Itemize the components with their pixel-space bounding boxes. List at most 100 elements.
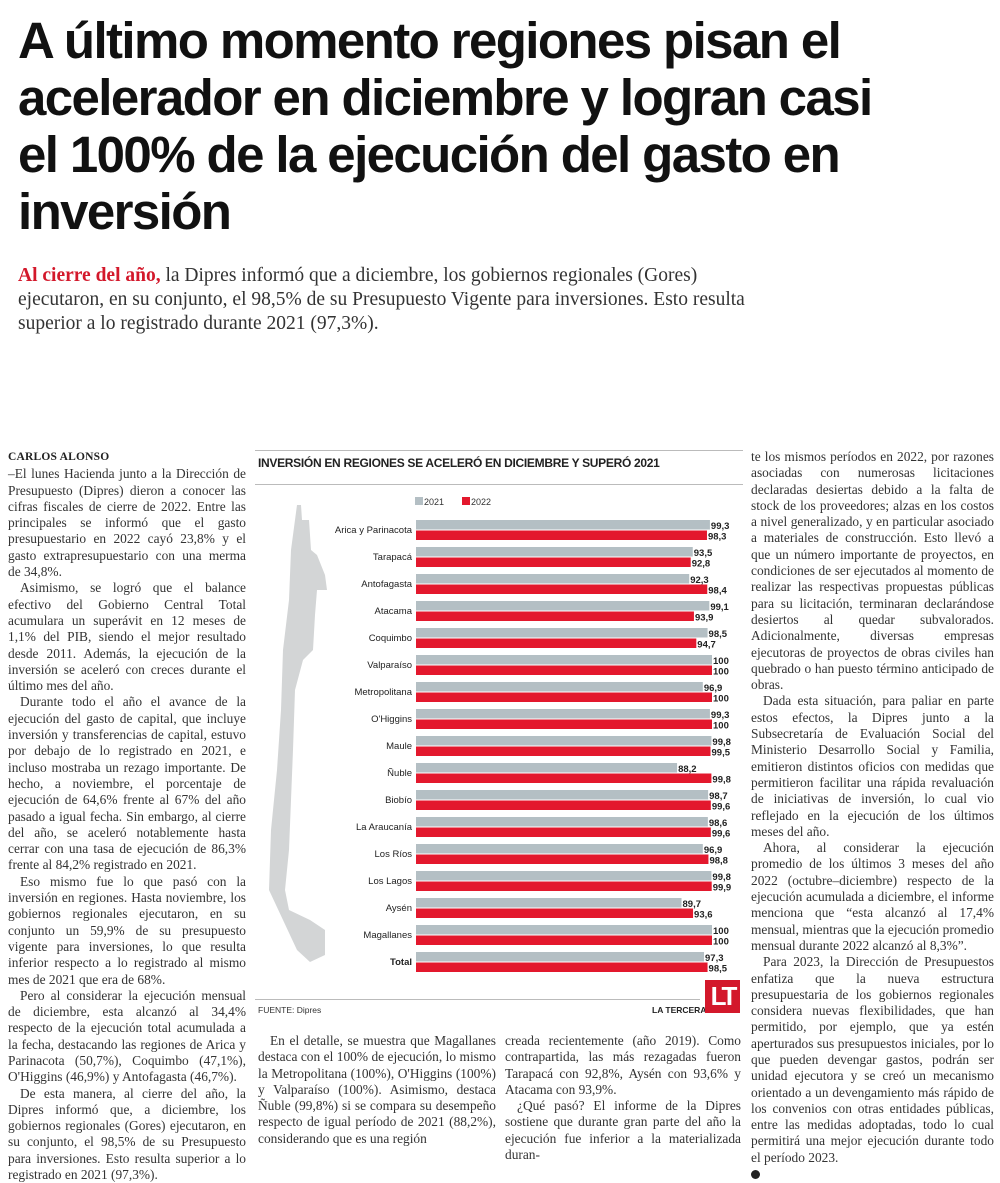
bar-2021 <box>416 520 710 530</box>
bar-2022 <box>416 827 711 837</box>
bar-2022 <box>416 908 694 918</box>
category-label: Los Ríos <box>375 849 413 860</box>
data-label-2022: 100 <box>713 694 729 705</box>
bar-2021 <box>416 790 709 800</box>
category-label: Aysén <box>386 903 412 914</box>
byline: CARLOS ALONSO <box>8 451 110 463</box>
bar-2022 <box>416 638 697 648</box>
bar-2022 <box>416 800 711 810</box>
legend-swatch-2022 <box>462 497 470 505</box>
data-label-2021: 92,3 <box>690 575 709 586</box>
category-label: Los Lagos <box>368 876 412 887</box>
article-column-2: En el detalle, se muestra que Magallanes… <box>258 1033 496 1147</box>
lead-paragraph: Al cierre del año, la Dipres informó que… <box>18 264 778 336</box>
data-label-2022: 99,8 <box>712 775 731 786</box>
data-label-2022: 98,8 <box>709 856 728 867</box>
paragraph: ¿Qué pasó? El informe de la Dipres sosti… <box>505 1098 741 1163</box>
bar-2021 <box>416 736 712 746</box>
legend-label-2022: 2022 <box>471 497 491 507</box>
bar-2021 <box>416 925 712 935</box>
category-label: Biobío <box>385 795 412 806</box>
paragraph: Pero al considerar la ejecución mensual … <box>8 987 246 1085</box>
chart-title: INVERSIÓN EN REGIONES SE ACELERÓ EN DICI… <box>258 456 660 470</box>
paragraph: Eso mismo fue lo que pasó con la inversi… <box>8 873 246 987</box>
data-label-2021: 97,3 <box>705 953 724 964</box>
data-label-2021: 98,6 <box>709 818 728 829</box>
article-column-3: creada recientemente (año 2019). Como co… <box>505 1033 741 1163</box>
data-label-2022: 92,8 <box>692 559 711 570</box>
category-label: Ñuble <box>387 768 412 779</box>
paragraph: Dada esta situación, para paliar en part… <box>751 693 994 839</box>
divider <box>255 450 743 451</box>
category-label: Magallanes <box>363 930 412 941</box>
data-label-2021: 99,3 <box>711 710 730 721</box>
data-label-2022: 98,5 <box>709 964 728 975</box>
data-label-2022: 94,7 <box>697 640 716 651</box>
legend-swatch-2021 <box>415 497 423 505</box>
category-label: O'Higgins <box>371 714 412 725</box>
paragraph: Asimismo, se logró que el balance efecti… <box>8 580 246 694</box>
data-label-2022: 100 <box>713 721 729 732</box>
data-label-2022: 93,9 <box>695 613 714 624</box>
category-label: Atacama <box>375 606 413 617</box>
data-label-2021: 99,8 <box>712 872 731 883</box>
bar-2021 <box>416 601 710 611</box>
data-label-2021: 96,9 <box>704 845 723 856</box>
legend-label-2021: 2021 <box>424 497 444 507</box>
bar-2022 <box>416 881 712 891</box>
divider <box>255 999 700 1000</box>
category-label: Antofagasta <box>361 579 412 590</box>
bar-2021 <box>416 682 703 692</box>
article-column-4: te los mismos períodos en 2022, por razo… <box>751 449 994 1182</box>
bar-2022 <box>416 962 708 972</box>
bar-2022 <box>416 719 712 729</box>
data-label-2022: 100 <box>713 937 729 948</box>
paragraph: En el detalle, se muestra que Magallanes… <box>258 1033 496 1146</box>
bar-2021 <box>416 547 693 557</box>
bar-2021 <box>416 871 712 881</box>
lead-highlight: Al cierre del año, <box>18 265 161 286</box>
data-label-2021: 98,5 <box>709 629 728 640</box>
headline: A último momento regiones pisan el acele… <box>18 12 873 240</box>
divider <box>255 484 743 485</box>
bar-2021 <box>416 709 710 719</box>
chile-map-icon <box>269 505 327 962</box>
data-label-2021: 99,3 <box>711 521 730 532</box>
bar-2022 <box>416 557 691 567</box>
data-label-2021: 100 <box>713 926 729 937</box>
data-label-2022: 99,6 <box>712 829 731 840</box>
chart-source: FUENTE: Dipres <box>258 1005 322 1015</box>
bar-2021 <box>416 898 682 908</box>
bar-2022 <box>416 746 711 756</box>
bar-2022 <box>416 773 712 783</box>
bar-2021 <box>416 574 690 584</box>
paragraph: De esta manera, al cierre del año, la Di… <box>8 1085 246 1183</box>
bar-2022 <box>416 665 712 675</box>
bar-2021 <box>416 655 712 665</box>
end-mark-icon <box>751 1170 760 1180</box>
bar-2021 <box>416 763 678 773</box>
data-label-2022: 100 <box>713 667 729 678</box>
data-label-2022: 99,6 <box>712 802 731 813</box>
paragraph: Durante todo el año el avance de la ejec… <box>8 694 246 873</box>
data-label-2021: 93,5 <box>694 548 713 559</box>
paragraph: Para 2023, la Dirección de Presupuestos … <box>751 954 994 1165</box>
bar-2022 <box>416 692 712 702</box>
category-label: Total <box>390 957 412 968</box>
data-label-2022: 98,3 <box>708 532 727 543</box>
data-label-2021: 98,7 <box>709 791 728 802</box>
category-label: Valparaíso <box>367 660 412 671</box>
data-label-2021: 96,9 <box>704 683 723 694</box>
data-label-2022: 98,4 <box>708 586 727 597</box>
chart: INVERSIÓN EN REGIONES SE ACELERÓ EN DICI… <box>255 450 743 1028</box>
category-label: La Araucanía <box>356 822 413 833</box>
bar-2021 <box>416 628 708 638</box>
data-label-2022: 99,5 <box>712 748 731 759</box>
paragraph: –El lunes Hacienda junto a la Dirección … <box>8 466 246 580</box>
data-label-2021: 99,1 <box>710 602 729 613</box>
data-label-2021: 99,8 <box>712 737 731 748</box>
la-tercera-logo: LT <box>705 980 740 1013</box>
category-label: Coquimbo <box>369 633 412 644</box>
paragraph: Ahora, al considerar la ejecución promed… <box>751 840 994 953</box>
